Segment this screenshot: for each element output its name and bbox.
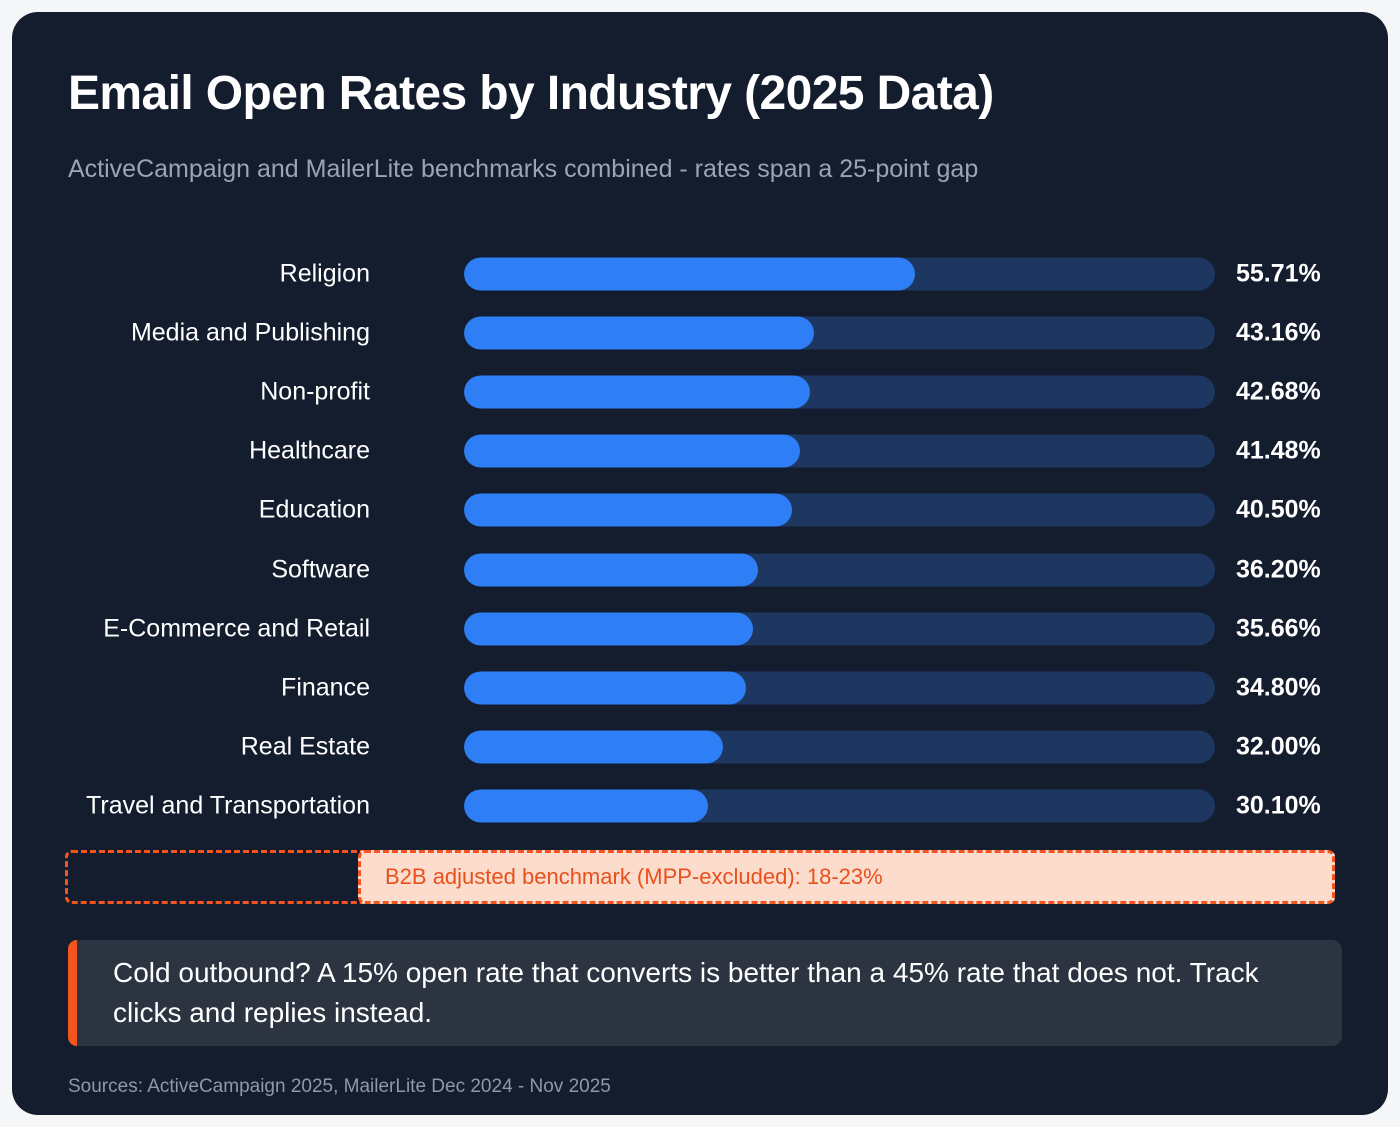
bar-row: Healthcare 41.48%: [12, 422, 1388, 481]
chart-canvas: Email Open Rates by Industry (2025 Data)…: [12, 12, 1388, 1115]
bar-fill: [464, 493, 793, 527]
bar-value-label: 36.20%: [1236, 555, 1321, 584]
bar-row: E-Commerce and Retail 35.66%: [12, 599, 1388, 658]
page-title: Email Open Rates by Industry (2025 Data): [68, 67, 994, 120]
bar-value-label: 41.48%: [1236, 436, 1321, 465]
bar-value-label: 34.80%: [1236, 673, 1321, 702]
bar-track: [464, 316, 1215, 350]
bar-value-label: 40.50%: [1236, 495, 1321, 524]
b2b-benchmark-annotation: B2B adjusted benchmark (MPP-excluded): 1…: [65, 850, 1335, 904]
bar-fill: [464, 375, 811, 409]
bar-fill: [464, 553, 758, 587]
bar-row: Education 40.50%: [12, 481, 1388, 540]
bar-track: [464, 375, 1215, 409]
bar-row: Religion 55.71%: [12, 244, 1388, 303]
bar-track: [464, 612, 1215, 646]
bar-row: Software 36.20%: [12, 540, 1388, 599]
bar-category-label: Finance: [281, 673, 370, 702]
bar-value-label: 42.68%: [1236, 377, 1321, 406]
bar-fill: [464, 789, 709, 823]
bar-track: [464, 789, 1215, 823]
bar-value-label: 32.00%: [1236, 732, 1321, 761]
insight-callout: Cold outbound? A 15% open rate that conv…: [68, 940, 1342, 1046]
bar-category-label: Media and Publishing: [130, 318, 370, 347]
bar-row: Media and Publishing 43.16%: [12, 303, 1388, 362]
bar-track: [464, 553, 1215, 587]
bar-row: Finance 34.80%: [12, 658, 1388, 717]
bar-fill: [464, 257, 916, 291]
bar-fill: [464, 316, 814, 350]
chart-card: Email Open Rates by Industry (2025 Data)…: [12, 12, 1388, 1115]
bar-track: [464, 493, 1215, 527]
bar-row: Travel and Transportation 30.10%: [12, 777, 1388, 836]
bar-category-label: Software: [271, 555, 370, 584]
bar-row: Non-profit 42.68%: [12, 362, 1388, 421]
bar-row: Real Estate 32.00%: [12, 718, 1388, 777]
bar-fill: [464, 434, 801, 468]
bar-track: [464, 671, 1215, 705]
bar-value-label: 43.16%: [1236, 318, 1321, 347]
bar-category-label: Travel and Transportation: [86, 791, 370, 820]
bar-track: [464, 730, 1215, 764]
bar-category-label: Healthcare: [249, 436, 370, 465]
bar-fill: [464, 730, 724, 764]
callout-accent-bar: [68, 940, 77, 1046]
sources-note: Sources: ActiveCampaign 2025, MailerLite…: [68, 1076, 611, 1097]
bar-category-label: Non-profit: [260, 377, 370, 406]
bar-value-label: 35.66%: [1236, 614, 1321, 643]
bar-category-label: E-Commerce and Retail: [103, 614, 370, 643]
chart-subtitle: ActiveCampaign and MailerLite benchmarks…: [68, 155, 979, 183]
bar-track: [464, 257, 1215, 291]
bar-fill: [464, 612, 754, 646]
annotation-label: B2B adjusted benchmark (MPP-excluded): 1…: [385, 864, 883, 889]
bar-category-label: Education: [258, 495, 370, 524]
bar-fill: [464, 671, 746, 705]
bar-chart-plot: Religion 55.71% Media and Publishing 43.16%…: [12, 244, 1388, 838]
bar-category-label: Real Estate: [240, 732, 370, 761]
callout-text: Cold outbound? A 15% open rate that conv…: [113, 957, 1259, 1028]
bar-value-label: 30.10%: [1236, 791, 1321, 820]
annotation-highlight-region: B2B adjusted benchmark (MPP-excluded): 1…: [358, 850, 1335, 904]
bar-track: [464, 434, 1215, 468]
bar-category-label: Religion: [279, 259, 370, 288]
bar-value-label: 55.71%: [1236, 259, 1321, 288]
